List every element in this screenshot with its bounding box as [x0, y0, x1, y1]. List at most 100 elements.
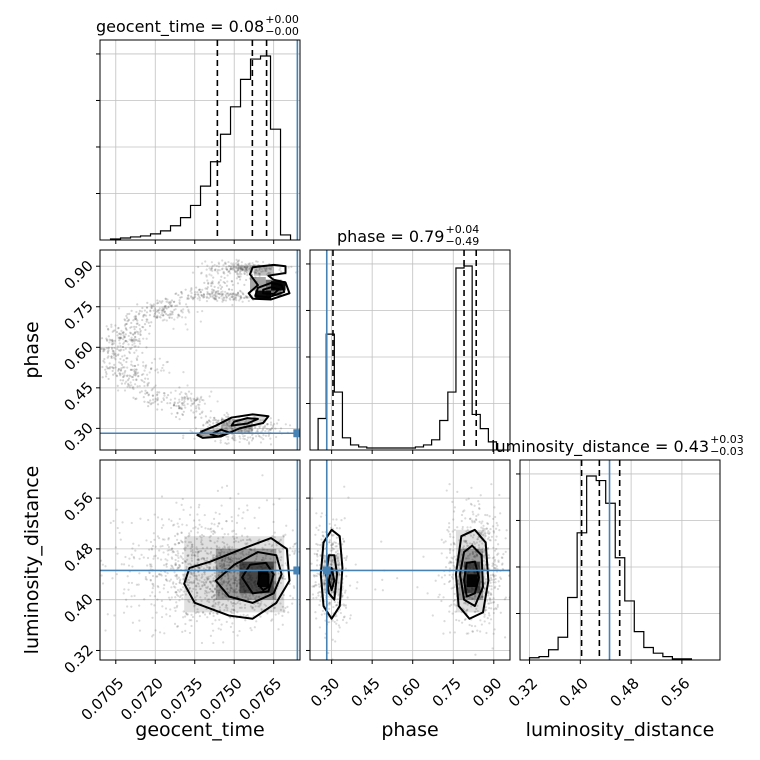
sample-point — [181, 497, 184, 501]
sample-point — [136, 355, 139, 358]
sample-point — [214, 588, 217, 591]
sample-point — [206, 616, 209, 619]
sample-point — [120, 367, 123, 370]
sample-point — [444, 540, 447, 543]
sample-point — [174, 292, 177, 296]
sample-point — [154, 312, 157, 315]
sample-point — [246, 269, 249, 272]
sample-point — [108, 362, 111, 365]
sample-point — [191, 615, 195, 619]
sample-point — [315, 553, 319, 556]
sample-point — [243, 527, 247, 530]
sample-point — [151, 635, 154, 638]
sample-point — [216, 585, 219, 588]
sample-point — [489, 597, 492, 600]
sample-point — [330, 563, 333, 566]
sample-point — [229, 267, 232, 270]
sample-point — [214, 268, 217, 271]
sample-point — [184, 316, 187, 319]
sample-point — [167, 301, 170, 304]
sample-point — [223, 567, 226, 570]
x-axis-label-luminosity_distance: luminosity_distance — [526, 719, 715, 741]
sample-point — [104, 368, 107, 371]
sample-point — [142, 361, 145, 364]
sample-point — [194, 550, 197, 554]
sample-point — [221, 417, 224, 421]
sample-point — [123, 389, 127, 392]
sample-point — [213, 580, 216, 583]
sample-point — [486, 522, 490, 526]
sample-point — [249, 436, 252, 439]
sample-point — [467, 544, 470, 548]
sample-point — [473, 610, 476, 613]
sample-point — [133, 331, 136, 334]
sample-point — [104, 629, 107, 632]
sample-point — [323, 582, 326, 585]
sample-point — [107, 346, 110, 349]
sample-point — [485, 580, 488, 583]
sample-point — [490, 483, 493, 486]
sample-point — [160, 615, 164, 619]
sample-point — [255, 557, 258, 561]
sample-point — [115, 331, 119, 334]
sample-point — [217, 589, 220, 592]
sample-point — [260, 270, 263, 273]
sample-point — [235, 591, 238, 594]
sample-point — [344, 604, 348, 607]
sample-point — [249, 548, 252, 551]
sample-point — [200, 271, 203, 274]
sample-point — [189, 576, 192, 579]
sample-point — [196, 310, 199, 314]
sample-point — [195, 591, 198, 594]
x-tick-label: 0.45 — [347, 674, 383, 710]
sample-point — [156, 598, 159, 601]
sample-point — [318, 543, 322, 547]
sample-point — [169, 598, 172, 601]
sample-point — [226, 428, 229, 431]
sample-point — [228, 264, 231, 268]
sample-point — [273, 606, 277, 609]
sample-point — [223, 567, 226, 570]
sample-point — [159, 558, 163, 561]
contour-line — [247, 263, 291, 301]
sample-point — [147, 394, 150, 397]
sample-point — [174, 586, 177, 589]
sample-point — [163, 538, 166, 541]
sample-point — [212, 556, 215, 559]
sample-point — [251, 437, 255, 440]
sample-point — [229, 268, 232, 271]
sample-point — [451, 500, 454, 503]
sample-point — [213, 268, 217, 271]
sample-point — [123, 374, 126, 377]
sample-point — [236, 266, 239, 270]
sample-point — [117, 327, 120, 330]
sample-point — [103, 357, 106, 361]
y-tick-label: 0.60 — [60, 338, 96, 374]
sample-point — [123, 341, 126, 344]
sample-point — [243, 270, 246, 273]
sample-point — [197, 582, 200, 585]
sample-point — [191, 403, 195, 406]
sample-point — [146, 301, 149, 305]
sample-point — [117, 326, 120, 330]
sample-point — [462, 548, 466, 551]
sample-point — [287, 266, 290, 269]
sample-point — [130, 553, 133, 556]
sample-point — [216, 421, 219, 424]
sample-point — [128, 386, 132, 389]
sample-point — [241, 269, 244, 272]
sample-point — [126, 357, 129, 360]
sample-point — [492, 597, 495, 600]
sample-point — [218, 601, 221, 604]
sample-point — [119, 337, 122, 340]
sample-point — [213, 594, 216, 597]
sample-point — [194, 399, 198, 402]
sample-point — [118, 531, 121, 535]
sample-point — [132, 337, 136, 341]
sample-point — [231, 283, 234, 286]
sample-point — [210, 522, 213, 525]
sample-point — [181, 561, 184, 565]
sample-point — [270, 428, 273, 431]
sample-point — [230, 295, 233, 299]
sample-point — [335, 545, 338, 548]
